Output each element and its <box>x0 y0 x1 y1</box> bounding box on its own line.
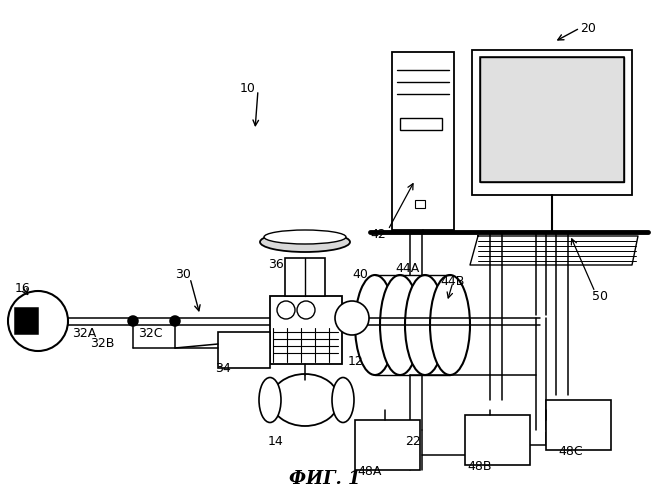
Text: 34: 34 <box>215 362 230 375</box>
Circle shape <box>128 316 138 326</box>
Bar <box>270 296 342 364</box>
Circle shape <box>8 291 68 351</box>
Text: 32C: 32C <box>138 327 163 340</box>
Bar <box>285 258 325 296</box>
Circle shape <box>335 301 369 335</box>
Bar <box>472 50 632 195</box>
Text: 36: 36 <box>268 258 284 271</box>
Circle shape <box>277 301 295 319</box>
Text: 32A: 32A <box>72 327 96 340</box>
Text: 48C: 48C <box>558 445 583 458</box>
Text: 40: 40 <box>352 268 368 281</box>
Ellipse shape <box>259 378 281 422</box>
Text: 14: 14 <box>268 435 284 448</box>
Bar <box>415 200 425 208</box>
Text: 50: 50 <box>592 290 608 303</box>
Text: 12: 12 <box>348 355 364 368</box>
Bar <box>355 420 420 470</box>
Text: 42: 42 <box>370 228 386 241</box>
Bar <box>15 308 38 334</box>
Bar <box>400 118 442 130</box>
Text: 22: 22 <box>405 435 421 448</box>
Text: 10: 10 <box>240 82 256 95</box>
Text: 44B: 44B <box>440 275 464 288</box>
Text: 16: 16 <box>15 282 31 295</box>
Polygon shape <box>470 236 638 265</box>
Circle shape <box>297 301 315 319</box>
Ellipse shape <box>332 378 354 422</box>
Ellipse shape <box>264 230 346 244</box>
Text: 30: 30 <box>175 268 191 281</box>
Text: 20: 20 <box>580 22 596 35</box>
Ellipse shape <box>355 275 395 375</box>
Text: 48A: 48A <box>357 465 381 478</box>
Ellipse shape <box>276 375 334 415</box>
Bar <box>465 415 530 465</box>
Ellipse shape <box>380 275 420 375</box>
Bar <box>480 57 624 182</box>
Bar <box>480 57 624 182</box>
Text: 32B: 32B <box>90 337 115 350</box>
Text: ФИГ. 1: ФИГ. 1 <box>289 470 361 488</box>
Ellipse shape <box>430 275 470 375</box>
Text: 48B: 48B <box>467 460 492 473</box>
Bar <box>218 332 270 368</box>
Ellipse shape <box>405 275 445 375</box>
Circle shape <box>170 316 180 326</box>
Bar <box>392 52 454 230</box>
Ellipse shape <box>271 374 339 426</box>
Ellipse shape <box>260 232 350 252</box>
Bar <box>546 400 611 450</box>
Text: 44A: 44A <box>395 262 419 275</box>
